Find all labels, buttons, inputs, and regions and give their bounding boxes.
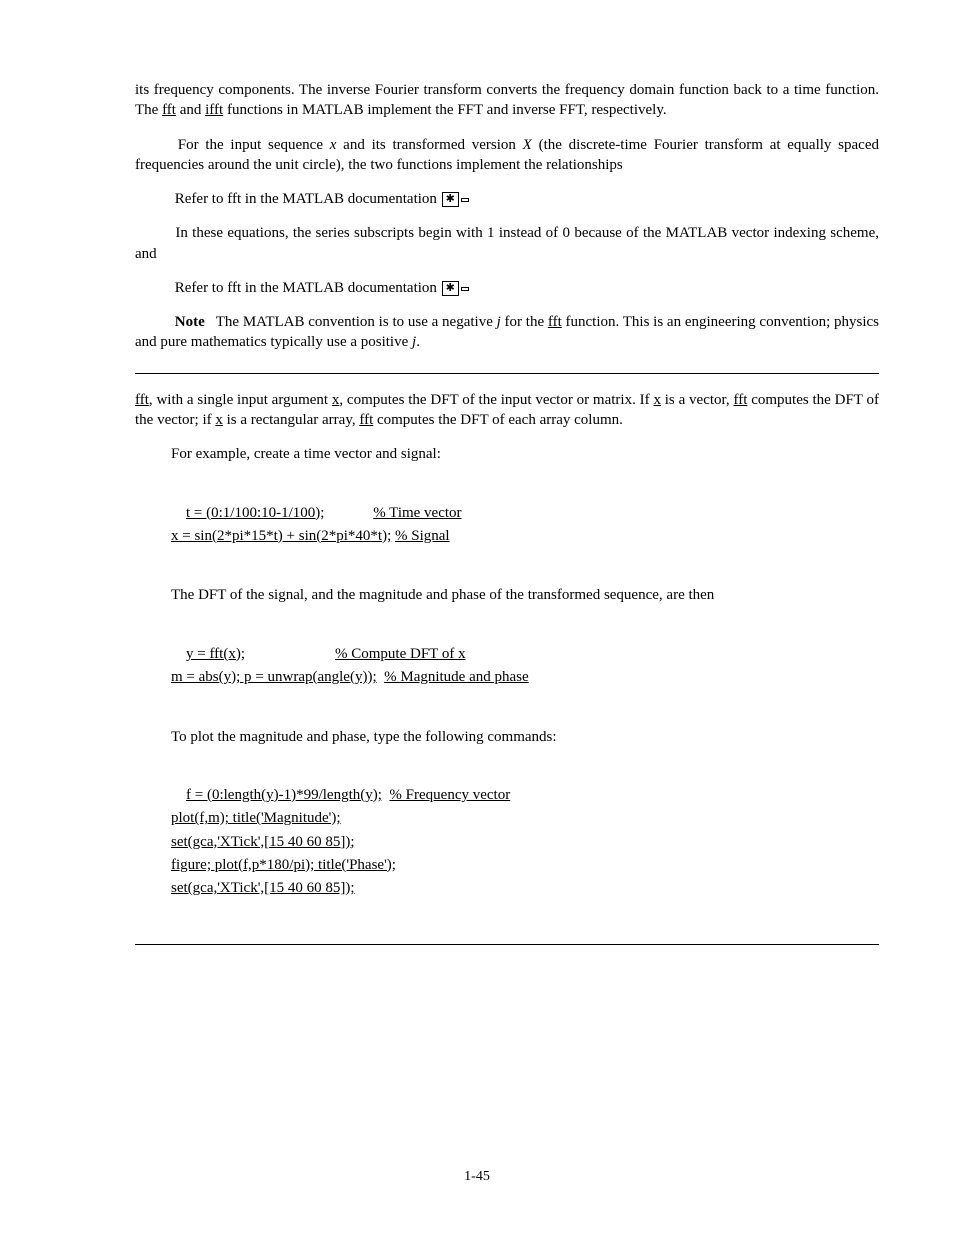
paragraph-input-seq: For the input sequence x and its transfo… [135,135,879,176]
text: Refer to fft in the MATLAB documentation [175,191,441,207]
text: and its transformed version [336,137,522,153]
code-comment: % Frequency vector [389,787,510,803]
code-comment: % Magnitude and phase [384,669,529,685]
divider [135,373,879,374]
code-line: set(gca,'XTick',[15 40 60 85]); [171,834,355,850]
text: In these equations, the series subscript… [135,225,879,261]
paragraph-dft: The DFT of the signal, and the magnitude… [135,585,879,605]
text: For the input sequence [178,137,330,153]
code-block-3: f = (0:length(y)-1)*99/length(y); % Freq… [171,761,879,924]
code-block-2: y = fft(x); % Compute DFT of x m = abs(y… [171,620,879,713]
code-line: plot(f,m); title('Magnitude'); [171,810,341,826]
var-X: X [523,137,532,153]
text: and [176,102,205,118]
code-line: set(gca,'XTick',[15 40 60 85]); [171,880,355,896]
paragraph-refer-1: Refer to fft in the MATLAB documentation… [135,189,879,209]
var-x: x [653,392,661,408]
page-number: 1-45 [0,1168,954,1187]
text: functions in MATLAB implement the FFT an… [223,102,666,118]
code-fft: fft [162,102,176,118]
text: Refer to fft in the MATLAB documentation [175,280,441,296]
note-label: Note [175,314,205,330]
text: , computes the DFT of the input vector o… [339,392,653,408]
paragraph-subscripts: In these equations, the series subscript… [135,223,879,264]
ref-icon: ✱ [442,281,459,296]
text: . [416,334,420,350]
paragraph-example-1: For example, create a time vector and si… [135,444,879,464]
code-fft: fft [734,392,748,408]
code-fft: fft [548,314,562,330]
code-comment: % Compute DFT of x [335,646,466,662]
paragraph-fft-desc: fft, with a single input argument x, com… [135,390,879,431]
paragraph-intro: its frequency components. The inverse Fo… [135,80,879,121]
text: for the [501,314,548,330]
ref-icon [461,287,469,291]
code-fft: fft [359,412,373,428]
code-line: figure; plot(f,p*180/pi); title('Phase')… [171,857,396,873]
text: is a rectangular array, [223,412,359,428]
code-comment: % Signal [395,528,450,544]
code-block-1: t = (0:1/100:10-1/100); % Time vector x … [171,478,879,571]
paragraph-note: Note The MATLAB convention is to use a n… [135,312,879,353]
code-line: m = abs(y); p = unwrap(angle(y)); [171,669,377,685]
text: is a vector, [661,392,734,408]
paragraph-plot: To plot the magnitude and phase, type th… [135,727,879,747]
code-line: t = (0:1/100:10-1/100); [186,505,324,521]
paragraph-refer-2: Refer to fft in the MATLAB documentation… [135,278,879,298]
code-line: f = (0:length(y)-1)*99/length(y); [186,787,382,803]
text: , with a single input argument [149,392,332,408]
divider [135,944,879,945]
text: The MATLAB convention is to use a negati… [212,314,496,330]
ref-icon [461,198,469,202]
code-fft: fft [135,392,149,408]
ref-icon: ✱ [442,192,459,207]
var-x: x [215,412,223,428]
code-line: x = sin(2*pi*15*t) + sin(2*pi*40*t); [171,528,391,544]
code-ifft: ifft [205,102,223,118]
code-line: y = fft(x); [186,646,245,662]
code-comment: % Time vector [373,505,461,521]
text: computes the DFT of each array column. [373,412,623,428]
